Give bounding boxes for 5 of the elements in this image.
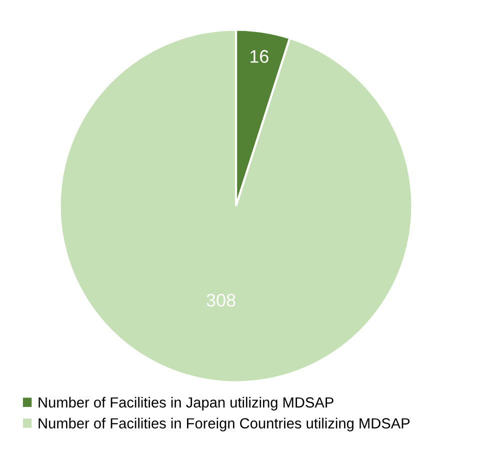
data-label: 308 bbox=[206, 294, 236, 307]
legend-label: Number of Facilities in Japan utilizing MDSAP bbox=[38, 396, 334, 410]
data-label: 16 bbox=[250, 50, 268, 63]
pie-slice bbox=[58, 28, 414, 384]
legend-label: Number of Facilities in Foreign Countries utilizing MDSAP bbox=[38, 418, 410, 432]
